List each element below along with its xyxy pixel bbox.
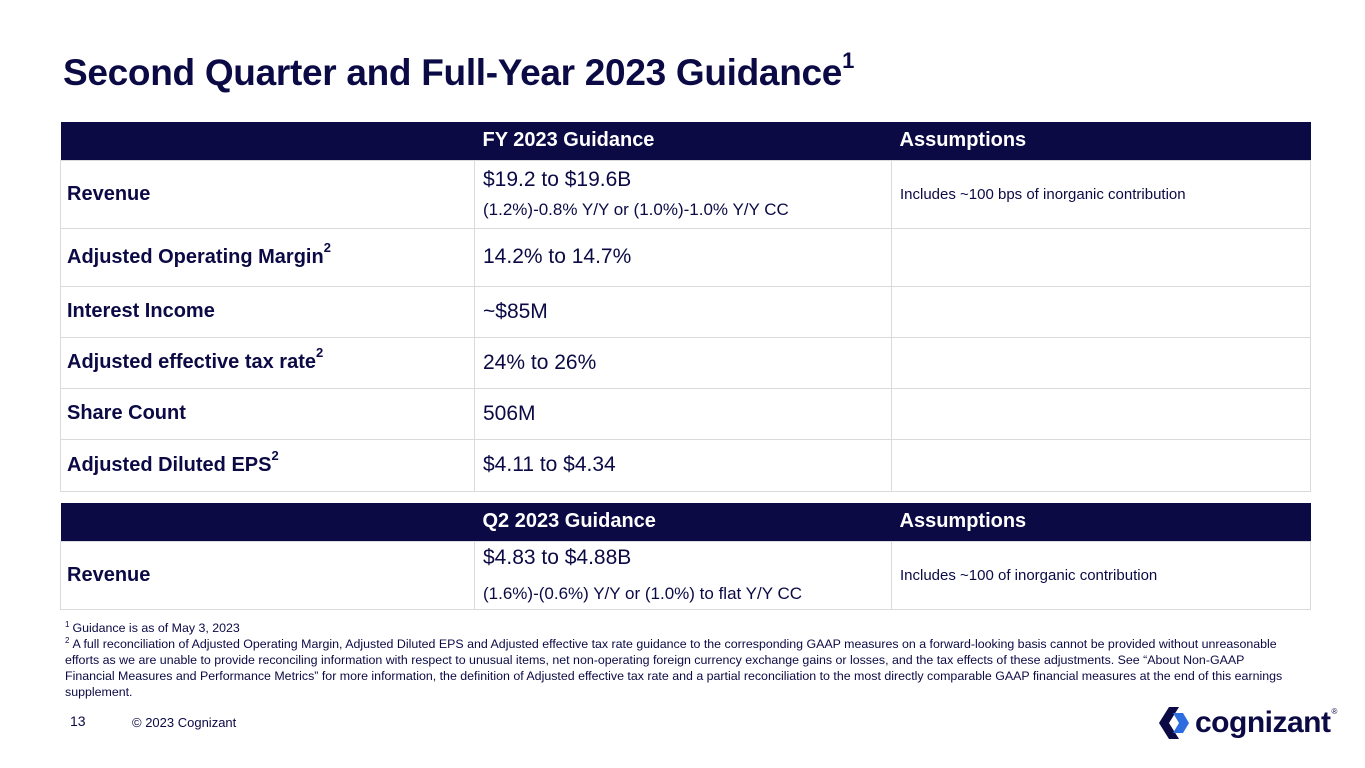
page-title-text: Second Quarter and Full-Year 2023 Guidan…	[63, 52, 843, 93]
fy-table-header-row: FY 2023 Guidance Assumptions	[60, 122, 1311, 160]
metric-adjusted-operating-margin: Adjusted Operating Margin2	[60, 227, 475, 287]
value-main: $4.83 to $4.88B	[483, 546, 632, 569]
value-revenue: $19.2 to $19.6B (1.2%)-0.8% Y/Y or (1.0%…	[474, 159, 892, 229]
value-sub: (1.2%)-0.8% Y/Y or (1.0%)-1.0% Y/Y CC	[483, 200, 789, 219]
cognizant-logo: cognizant ®	[1155, 705, 1337, 741]
metric-adjusted-effective-tax-rate: Adjusted effective tax rate2	[60, 336, 475, 389]
metric-label: Adjusted Diluted EPS	[67, 453, 272, 476]
metric-adjusted-diluted-eps: Adjusted Diluted EPS2	[60, 438, 475, 492]
assumption-adjusted-operating-margin	[891, 227, 1311, 287]
cognizant-logo-icon	[1159, 707, 1189, 739]
value-main: $19.2 to $19.6B	[483, 168, 632, 191]
assumption-revenue: Includes ~100 bps of inorganic contribut…	[891, 159, 1311, 229]
metric-label: Adjusted effective tax rate	[67, 351, 316, 373]
footnote-marker: 1	[65, 619, 70, 629]
fy-header-assumptions: Assumptions	[891, 122, 1311, 160]
metric-share-count: Share Count	[60, 387, 475, 440]
value-adjusted-diluted-eps: $4.11 to $4.34	[474, 438, 892, 492]
value-adjusted-effective-tax-rate: 24% to 26%	[474, 336, 892, 389]
value-q2-revenue: $4.83 to $4.88B (1.6%)-(0.6%) Y/Y or (1.…	[474, 540, 892, 610]
assumption-q2-revenue: Includes ~100 of inorganic contribution	[891, 540, 1311, 610]
footnote-text: Guidance is as of May 3, 2023	[72, 621, 240, 635]
metric-q2-revenue: Revenue	[60, 540, 475, 610]
table-row: Adjusted Diluted EPS2 $4.11 to $4.34	[60, 438, 1311, 492]
page-title: Second Quarter and Full-Year 2023 Guidan…	[63, 49, 854, 94]
footnote-text: A full reconciliation of Adjusted Operat…	[65, 637, 1283, 699]
assumption-share-count	[891, 387, 1311, 440]
footnote-marker: 2	[271, 447, 279, 463]
q2-header-metric	[60, 503, 475, 541]
metric-revenue: Revenue	[60, 159, 475, 229]
assumption-adjusted-diluted-eps	[891, 438, 1311, 492]
value-interest-income: ~$85M	[474, 285, 892, 338]
footnote-marker: 2	[315, 345, 324, 361]
footnote-marker: 2	[65, 635, 70, 645]
metric-label: Revenue	[67, 182, 151, 205]
q2-header-guidance: Q2 2023 Guidance	[474, 503, 892, 541]
footnote-marker: 2	[323, 239, 331, 255]
value-share-count: 506M	[474, 387, 892, 440]
table-row: Share Count 506M	[60, 387, 1311, 440]
logo-registered-mark: ®	[1331, 706, 1338, 716]
assumption-adjusted-effective-tax-rate	[891, 336, 1311, 389]
title-footnote-marker: 1	[842, 47, 854, 73]
value-adjusted-operating-margin: 14.2% to 14.7%	[474, 227, 892, 287]
table-row: Adjusted Operating Margin2 14.2% to 14.7…	[60, 227, 1311, 287]
logo-wordmark: cognizant	[1195, 706, 1331, 739]
q2-header-assumptions: Assumptions	[891, 503, 1311, 541]
metric-interest-income: Interest Income	[60, 285, 475, 338]
table-row: Revenue $19.2 to $19.6B (1.2%)-0.8% Y/Y …	[60, 159, 1311, 229]
fy-guidance-table: FY 2023 Guidance Assumptions Revenue $19…	[60, 122, 1311, 492]
assumption-interest-income	[891, 285, 1311, 338]
metric-label: Adjusted Operating Margin	[67, 245, 324, 268]
copyright: © 2023 Cognizant	[132, 715, 237, 730]
table-row: Interest Income ~$85M	[60, 285, 1311, 338]
table-row: Adjusted effective tax rate2 24% to 26%	[60, 336, 1311, 389]
fy-header-guidance: FY 2023 Guidance	[474, 122, 892, 160]
fy-header-metric	[60, 122, 475, 160]
value-sub: (1.6%)-(0.6%) Y/Y or (1.0%) to flat Y/Y …	[483, 584, 803, 603]
table-row: Revenue $4.83 to $4.88B (1.6%)-(0.6%) Y/…	[60, 540, 1311, 610]
page-number: 13	[70, 713, 86, 729]
footnote-1: 1 Guidance is as of May 3, 2023	[65, 620, 1295, 636]
q2-guidance-table: Q2 2023 Guidance Assumptions Revenue $4.…	[60, 503, 1311, 610]
q2-table-header-row: Q2 2023 Guidance Assumptions	[60, 503, 1311, 541]
